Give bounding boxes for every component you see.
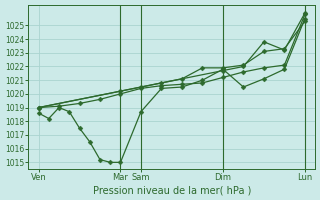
X-axis label: Pression niveau de la mer( hPa ): Pression niveau de la mer( hPa ) [92, 185, 251, 195]
